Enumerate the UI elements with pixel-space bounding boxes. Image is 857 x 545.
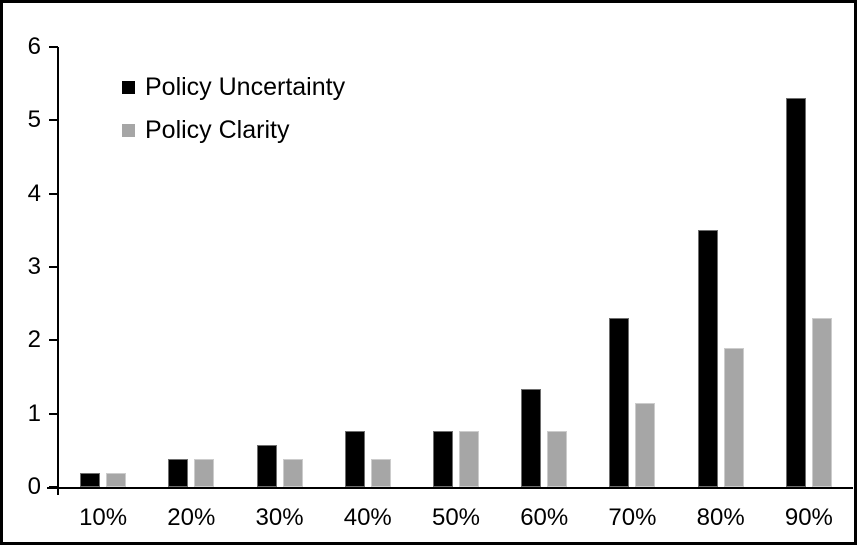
bar-policy-uncertainty-10% bbox=[80, 473, 101, 487]
y-tick-label-5: 5 bbox=[27, 106, 41, 134]
x-tick-label-90%: 90% bbox=[784, 504, 833, 531]
y-tick-2 bbox=[49, 339, 58, 342]
plot-area bbox=[59, 47, 853, 487]
bar-policy-uncertainty-60% bbox=[521, 389, 542, 487]
bar-policy-clarity-60% bbox=[547, 430, 568, 487]
legend-item-policy-uncertainty: Policy Uncertainty bbox=[122, 73, 345, 101]
x-tick-label-70%: 70% bbox=[608, 504, 657, 531]
y-tick-label-3: 3 bbox=[27, 253, 41, 280]
y-tick-label-2: 2 bbox=[27, 326, 41, 354]
x-tick-label-10%: 10% bbox=[79, 504, 128, 531]
legend-label-policy-uncertainty: Policy Uncertainty bbox=[145, 73, 346, 101]
bar-policy-uncertainty-40% bbox=[344, 431, 365, 487]
y-tick-label-4: 4 bbox=[27, 179, 41, 207]
y-tick-label-1: 1 bbox=[27, 399, 41, 427]
policy-clarity-swatch-icon bbox=[122, 124, 135, 137]
y-tick-6 bbox=[49, 46, 58, 48]
y-tick-4 bbox=[49, 192, 58, 195]
x-tick-label-20%: 20% bbox=[167, 504, 216, 531]
y-tick-5 bbox=[49, 119, 58, 122]
bar-policy-clarity-40% bbox=[370, 459, 391, 487]
x-axis bbox=[47, 487, 853, 489]
policy-uncertainty-swatch-icon bbox=[122, 81, 135, 94]
bar-policy-clarity-50% bbox=[459, 430, 479, 487]
bar-policy-clarity-10% bbox=[106, 473, 127, 487]
y-tick-0 bbox=[49, 486, 58, 488]
y-tick-label-0: 0 bbox=[27, 473, 41, 500]
x-tick-label-50%: 50% bbox=[431, 504, 481, 531]
y-tick-3 bbox=[49, 266, 58, 268]
legend-item-policy-clarity: Policy Clarity bbox=[122, 116, 345, 144]
bar-policy-clarity-20% bbox=[194, 459, 215, 487]
x-tick-label-80%: 80% bbox=[696, 504, 745, 531]
bar-policy-uncertainty-80% bbox=[697, 230, 718, 487]
bar-policy-uncertainty-70% bbox=[609, 318, 630, 487]
bar-policy-uncertainty-20% bbox=[168, 459, 189, 487]
bar-policy-clarity-80% bbox=[723, 347, 744, 487]
y-tick-1 bbox=[49, 412, 58, 415]
bar-policy-clarity-90% bbox=[811, 318, 832, 487]
y-axis bbox=[57, 47, 59, 495]
bar-policy-clarity-30% bbox=[282, 459, 303, 487]
x-tick-label-60%: 60% bbox=[520, 504, 569, 531]
legend-label-policy-clarity: Policy Clarity bbox=[145, 116, 290, 144]
y-tick-label-6: 6 bbox=[27, 33, 41, 60]
legend: Policy Uncertainty Policy Clarity bbox=[122, 73, 345, 167]
bar-policy-uncertainty-50% bbox=[433, 430, 453, 487]
bar-policy-uncertainty-30% bbox=[256, 445, 277, 487]
bar-policy-clarity-70% bbox=[635, 402, 656, 487]
x-tick-label-30%: 30% bbox=[255, 504, 304, 531]
x-tick-label-40%: 40% bbox=[343, 504, 392, 531]
bar-policy-uncertainty-90% bbox=[785, 98, 806, 487]
